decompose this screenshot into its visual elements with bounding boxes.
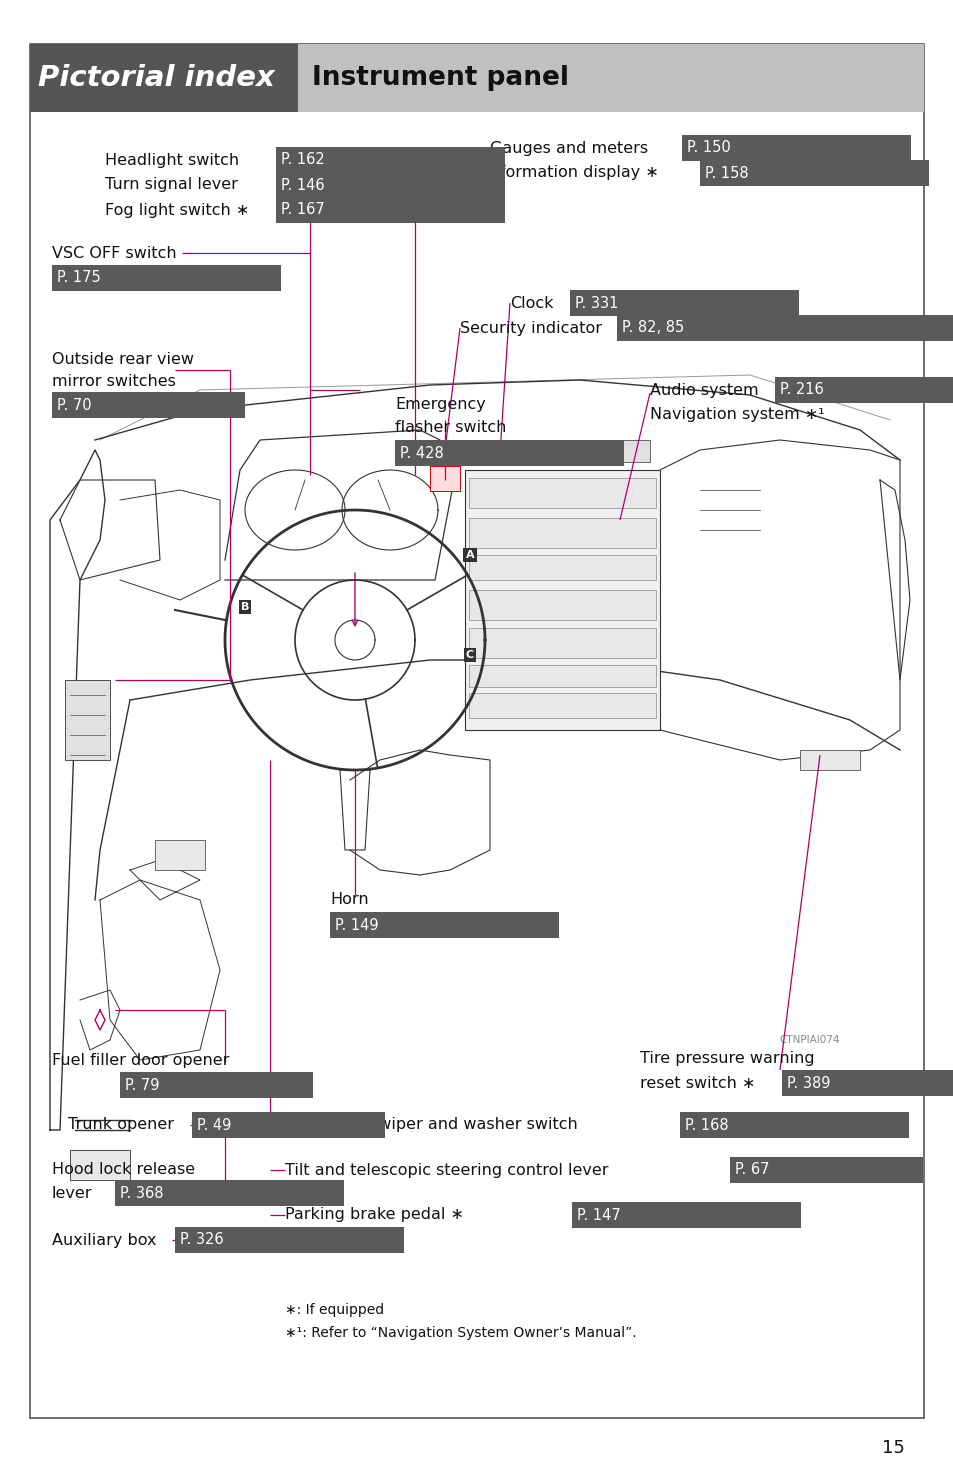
Bar — [519, 440, 649, 462]
Text: P. 175: P. 175 — [57, 270, 101, 286]
Text: P. 150: P. 150 — [686, 140, 730, 155]
Text: reset switch ∗: reset switch ∗ — [639, 1075, 755, 1090]
Text: ∗: If equipped: ∗: If equipped — [285, 1302, 384, 1317]
Text: VSC OFF switch: VSC OFF switch — [52, 245, 176, 261]
Text: P. 326: P. 326 — [180, 1233, 223, 1248]
Text: Clock: Clock — [510, 295, 553, 311]
Text: CTNPIAI074: CTNPIAI074 — [779, 1035, 840, 1044]
Bar — [469, 478, 656, 507]
Bar — [800, 749, 859, 770]
Bar — [469, 693, 656, 718]
Text: Audio system: Audio system — [649, 382, 758, 397]
Bar — [30, 44, 297, 112]
Bar — [65, 680, 110, 760]
Bar — [52, 264, 280, 292]
Bar — [469, 518, 656, 549]
Text: P. 70: P. 70 — [57, 397, 91, 413]
Text: A: A — [465, 550, 474, 560]
Text: mirror switches: mirror switches — [52, 375, 175, 389]
Text: B: B — [240, 602, 249, 612]
Text: Headlight switch: Headlight switch — [105, 152, 239, 168]
Text: P. 79: P. 79 — [125, 1078, 159, 1093]
Text: P. 167: P. 167 — [281, 202, 324, 217]
Bar — [275, 146, 504, 174]
Text: P. 149: P. 149 — [335, 917, 378, 932]
Bar — [572, 1202, 800, 1229]
Bar — [469, 590, 656, 620]
Bar — [297, 44, 923, 112]
Text: Trunk opener: Trunk opener — [68, 1118, 173, 1133]
Bar — [275, 196, 504, 223]
Bar — [781, 1069, 953, 1096]
Text: P. 389: P. 389 — [786, 1075, 830, 1090]
Bar — [469, 555, 656, 580]
Text: P. 158: P. 158 — [704, 165, 748, 180]
Bar — [330, 912, 558, 938]
Text: P. 428: P. 428 — [399, 445, 443, 460]
Bar — [192, 1112, 385, 1139]
Text: P. 146: P. 146 — [281, 177, 324, 193]
Bar — [469, 665, 656, 687]
Bar — [700, 159, 928, 186]
Text: Tire pressure warning: Tire pressure warning — [639, 1050, 814, 1065]
Text: P. 168: P. 168 — [684, 1118, 728, 1133]
Text: P. 82, 85: P. 82, 85 — [621, 320, 683, 335]
Text: flasher switch: flasher switch — [395, 420, 506, 435]
Bar — [729, 1156, 923, 1183]
Text: 15: 15 — [882, 1440, 904, 1457]
Text: lever: lever — [52, 1186, 92, 1201]
Text: Pictorial index: Pictorial index — [38, 63, 274, 91]
Bar — [464, 471, 659, 730]
Text: Instrument panel: Instrument panel — [312, 65, 568, 91]
Bar — [395, 440, 623, 466]
Text: Turn signal lever: Turn signal lever — [105, 177, 237, 193]
Text: Horn: Horn — [330, 892, 368, 907]
Text: Tilt and telescopic steering control lever: Tilt and telescopic steering control lev… — [285, 1162, 608, 1177]
Text: P. 162: P. 162 — [281, 152, 324, 168]
Text: C: C — [465, 650, 474, 659]
Text: P. 147: P. 147 — [577, 1208, 620, 1223]
Text: Fuel filler door opener: Fuel filler door opener — [52, 1053, 229, 1068]
Text: Emergency: Emergency — [395, 397, 485, 413]
Bar — [52, 391, 245, 419]
Bar — [154, 839, 205, 870]
Text: Gauges and meters: Gauges and meters — [490, 140, 647, 155]
Text: Outside rear view: Outside rear view — [52, 353, 193, 367]
Bar — [469, 628, 656, 658]
Bar — [569, 289, 798, 317]
Text: ∗¹: Refer to “Navigation System Owner’s Manual”.: ∗¹: Refer to “Navigation System Owner’s … — [285, 1326, 636, 1339]
Text: P. 216: P. 216 — [780, 382, 822, 397]
Bar — [115, 1180, 343, 1207]
Bar — [120, 1071, 313, 1099]
Text: Windshield wiper and washer switch: Windshield wiper and washer switch — [285, 1118, 578, 1133]
Bar — [774, 376, 953, 404]
Text: Multi-information display ∗: Multi-information display ∗ — [439, 165, 659, 180]
Text: P. 67: P. 67 — [734, 1162, 769, 1177]
Text: Navigation system ∗¹: Navigation system ∗¹ — [649, 407, 823, 422]
Bar — [275, 171, 504, 199]
Text: Fog light switch ∗: Fog light switch ∗ — [105, 202, 249, 217]
Text: P. 368: P. 368 — [120, 1186, 163, 1201]
Bar — [679, 1112, 908, 1139]
Bar — [430, 466, 459, 491]
Text: Parking brake pedal ∗: Parking brake pedal ∗ — [285, 1208, 463, 1223]
Text: P. 49: P. 49 — [196, 1118, 232, 1133]
Bar — [174, 1227, 403, 1254]
Bar — [617, 314, 952, 341]
Bar — [681, 134, 910, 161]
Text: Hood lock release: Hood lock release — [52, 1162, 195, 1177]
Text: Auxiliary box: Auxiliary box — [52, 1233, 156, 1248]
Bar — [70, 1150, 130, 1180]
Text: Security indicator: Security indicator — [459, 320, 601, 335]
Text: P. 331: P. 331 — [575, 295, 618, 311]
